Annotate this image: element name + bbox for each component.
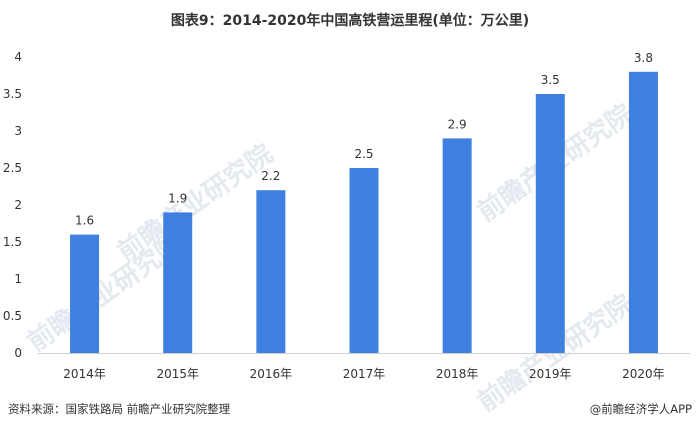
y-tick-label: 4 [14,50,22,64]
y-tick-label: 1.5 [3,235,22,249]
y-tick-label: 2.5 [3,161,22,175]
x-tick-label: 2018年 [436,367,479,381]
y-tick-label: 3 [14,124,22,138]
data-label: 1.9 [168,191,187,205]
source-note: 资料来源：国家铁路局 前瞻产业研究院整理 [8,402,231,416]
bar-2014年 [70,234,100,353]
x-tick-label: 2016年 [250,367,293,381]
bar-2020年 [628,71,658,354]
data-label: 2.9 [448,117,467,131]
chart-title: 图表9：2014-2020年中国高铁营运里程(单位：万公里) [170,13,530,29]
data-label: 1.6 [75,214,94,228]
bar-2018年 [442,138,472,353]
x-tick-label: 2014年 [63,367,106,381]
data-label: 3.8 [634,51,653,65]
watermark: 前瞻产业研究院 [112,138,279,268]
bar-2015年 [163,212,193,353]
x-tick-label: 2019年 [529,367,572,381]
bar-2017年 [349,168,379,353]
data-label: 2.5 [354,147,373,161]
x-tick-label: 2017年 [343,367,386,381]
y-tick-label: 0.5 [3,309,22,323]
y-tick-label: 3.5 [3,87,22,101]
bar-2019年 [535,94,565,353]
x-tick-label: 2020年 [622,367,665,381]
y-tick-label: 0 [14,346,22,360]
bar-2016年 [256,190,286,353]
x-tick-label: 2015年 [156,367,199,381]
data-label: 3.5 [541,73,560,87]
y-tick-label: 1 [14,272,22,286]
y-tick-label: 2 [14,198,22,212]
data-label: 2.2 [261,169,280,183]
brand-credit: @前瞻经济学人APP [589,402,692,416]
